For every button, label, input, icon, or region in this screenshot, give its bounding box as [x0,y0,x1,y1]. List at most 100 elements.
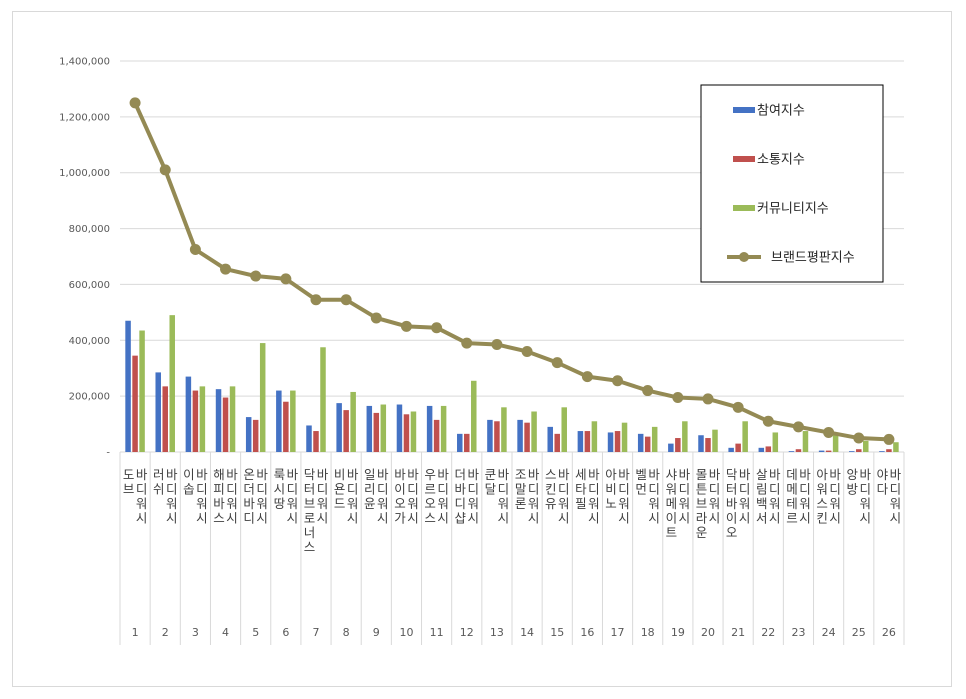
line-point [431,322,443,334]
y-tick-label: - [106,448,110,459]
bar-소통지수 [675,438,681,452]
legend-swatch [733,205,755,211]
bar-참여지수 [215,389,222,452]
rank-label: 23 [791,626,805,639]
bar-소통지수 [584,431,591,452]
rank-label: 16 [580,626,594,639]
rank-label: 20 [701,626,715,639]
legend-label: 커뮤니티지수 [757,202,829,217]
line-point [672,392,684,404]
line-point [159,164,171,176]
line-point [340,294,352,306]
line-point [129,97,141,109]
rank-label: 1 [132,626,139,639]
bar-소통지수 [524,422,530,452]
rank-label: 7 [313,626,320,639]
rank-label: 8 [343,626,350,639]
bar-소통지수 [162,386,168,452]
bar-참여지수 [547,426,553,452]
rank-label: 18 [641,626,655,639]
bar-소통지수 [705,438,711,452]
bar-소통지수 [313,431,319,452]
bar-소통지수 [825,450,832,452]
category-label: 조 말 론바 디 워 시 [515,467,540,526]
bar-참여지수 [758,447,765,452]
y-tick-label: 1,400,000 [59,57,110,68]
y-tick-label: 1,200,000 [59,112,110,123]
bar-커뮤니티지수 [350,391,356,452]
bar-커뮤니티지수 [229,386,236,452]
bar-커뮤니티지수 [440,405,447,452]
rank-label: 14 [520,626,534,639]
line-point [823,426,835,438]
bar-커뮤니티지수 [501,407,507,452]
bar-소통지수 [494,421,500,452]
bar-커뮤니티지수 [471,380,477,452]
category-label: 앙 방바 디 워 시 [847,467,872,526]
bar-참여지수 [849,451,855,452]
rank-label: 9 [373,626,380,639]
rank-label: 13 [490,626,504,639]
bar-참여지수 [276,390,282,452]
bar-참여지수 [577,431,584,452]
line-point [732,401,744,413]
bar-커뮤니티지수 [712,429,718,452]
category-label: 살 림 백 서바 디 워 시 [756,467,781,526]
category-label: 세 타 필바 디 워 시 [575,467,600,526]
category-label: 이 솝바 디 워 시 [183,467,208,526]
line-point [491,338,503,350]
bar-커뮤니티지수 [591,421,598,452]
legend-box [700,84,884,283]
line-point [642,385,654,397]
rank-label: 19 [671,626,685,639]
line-point [702,393,714,405]
bar-참여지수 [637,433,644,452]
bar-소통지수 [886,449,892,452]
rank-label: 5 [252,626,259,639]
bar-소통지수 [192,390,199,452]
y-tick-label: 200,000 [69,392,110,403]
bar-커뮤니티지수 [290,390,296,452]
bar-소통지수 [735,443,741,452]
axis-labels: - 200,000 400,000 600,000 800,000 1,000,000 1,… [59,57,902,640]
bar-소통지수 [765,446,772,452]
rank-label: 6 [282,626,289,639]
line-point [400,320,412,332]
bar-소통지수 [283,401,289,452]
bar-커뮤니티지수 [380,404,387,452]
rank-label: 4 [222,626,229,639]
bar-참여지수 [245,417,252,452]
bar-참여지수 [487,419,493,452]
legend-label: 브랜드평판지수 [771,251,855,266]
category-label: 해 피 바 스바 디 워 시 [213,467,238,526]
line-point [250,270,262,282]
bar-커뮤니티지수 [139,330,145,452]
bar-커뮤니티지수 [320,347,326,452]
rank-label: 11 [430,626,444,639]
rank-label: 15 [550,626,564,639]
category-label: 더 바 디 샵바 디 워 시 [455,467,480,526]
rank-label: 26 [882,626,896,639]
rank-label: 10 [399,626,413,639]
bar-소통지수 [795,449,802,452]
rank-label: 24 [822,626,836,639]
bar-참여지수 [336,403,342,452]
legend-swatch [733,107,755,113]
bar-소통지수 [403,414,410,452]
line-point [189,244,201,256]
bar-소통지수 [373,412,380,452]
bar-참여지수 [185,376,192,452]
bar-커뮤니티지수 [651,426,658,452]
bar-참여지수 [879,451,885,452]
line-point [792,421,804,433]
bar-소통지수 [433,419,440,452]
category-label: 닥 터 바 이 오바 디 워 시 [726,467,751,540]
bar-커뮤니티지수 [832,433,839,452]
rank-label: 3 [192,626,199,639]
bar-소통지수 [644,436,651,452]
category-label: 벨 먼바 디 워 시 [635,467,660,526]
rank-label: 21 [731,626,745,639]
y-tick-label: 800,000 [69,224,110,235]
bar-참여지수 [366,405,373,452]
